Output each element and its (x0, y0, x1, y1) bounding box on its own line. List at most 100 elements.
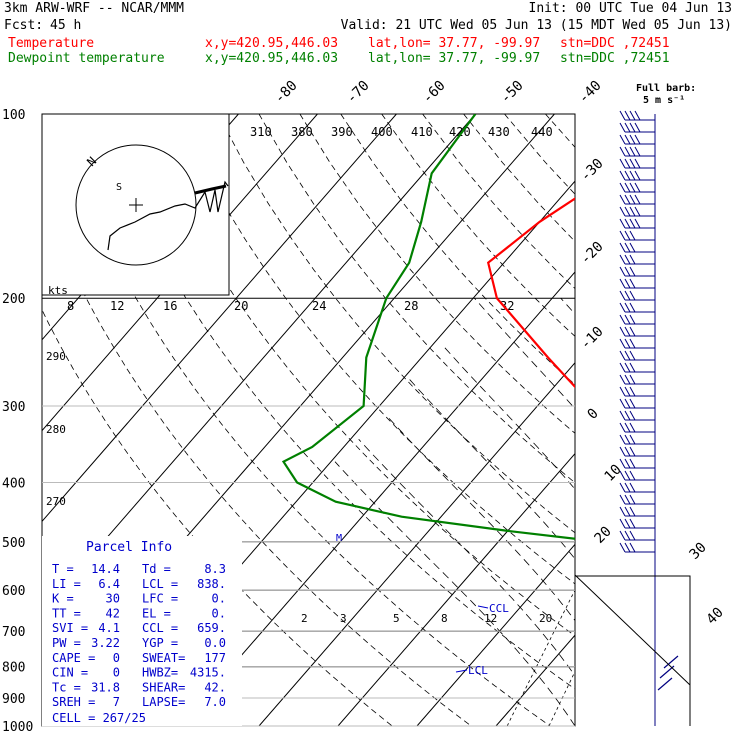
hodograph-axis-label: 8 (67, 299, 74, 313)
wind-barb-flag (619, 218, 626, 229)
wind-barb-flag (624, 410, 631, 421)
pressure-label: 400 (2, 476, 25, 491)
wind-barb-flag (619, 422, 626, 433)
wind-barb-flag (634, 146, 641, 157)
parcel-row-label: SWEAT= (142, 651, 185, 665)
legend-temperature-latlon: lat,lon= 37.77, -99.97 (368, 36, 541, 51)
mixing-ratio-label: 20 (539, 612, 552, 625)
wind-barb-flag (624, 422, 631, 433)
mixing-ratio-label: 2 (301, 612, 308, 625)
pressure-label: 600 (2, 584, 25, 599)
dry-adiabat (299, 114, 575, 434)
moist-adiabat-grid (334, 297, 575, 726)
wind-barb-flag (619, 230, 626, 241)
ccl-tick (477, 605, 489, 609)
hodograph-axis-label: 16 (163, 299, 177, 313)
wind-barb-flag (629, 266, 636, 277)
wind-barb-flag (629, 458, 636, 469)
top-temperature-label: -60 (420, 78, 449, 107)
wind-barb-low (663, 655, 679, 669)
dry-adiabat (586, 114, 740, 726)
side-temperature-label: 40 (704, 605, 727, 628)
wind-barb-flag (619, 326, 626, 337)
parcel-row-value: 30 (106, 592, 120, 606)
theta-label: 410 (411, 125, 433, 139)
legend-dewpoint-station: stn=DDC ,72451 (560, 51, 670, 66)
pressure-label: 200 (2, 292, 25, 307)
parcel-cell: CELL = 267/25 (52, 711, 146, 725)
wind-barb-flag (629, 542, 636, 553)
theta-label: 440 (531, 125, 553, 139)
parcel-row-label: EL = (142, 606, 171, 620)
hodograph-s-label: S (116, 182, 122, 193)
theta-side-label: 280 (46, 423, 66, 436)
parcel-row-label: T = (52, 562, 74, 576)
wind-barb-flag (629, 134, 636, 145)
wind-barb-flag (629, 422, 636, 433)
wind-barb-flag (634, 158, 641, 169)
parcel-row-label: CAPE = (52, 651, 95, 665)
hodograph-barb-mark (194, 184, 227, 195)
wind-barb-flag (624, 254, 631, 265)
wind-barb-flag (624, 170, 631, 181)
parcel-row-value: 42. (204, 680, 226, 694)
theta-label: 380 (291, 125, 313, 139)
wind-barb-flag (619, 542, 626, 553)
wind-barb-flag (619, 290, 626, 301)
wind-barb-flag (624, 458, 631, 469)
parcel-row-value: 31.8 (91, 680, 120, 694)
wind-barb-flag (624, 194, 631, 205)
hodograph-axis-label: 12 (110, 299, 124, 313)
wind-barb-flag (619, 350, 626, 361)
parcel-row-value: 3.22 (91, 636, 120, 650)
parcel-row-label: Tc = (52, 680, 81, 694)
wind-barb-flag (629, 170, 636, 181)
wind-barb-flag (619, 182, 626, 193)
parcel-row-value: 0.0 (204, 636, 226, 650)
wind-barb-flag (624, 146, 631, 157)
isotherm (574, 725, 575, 726)
wind-barb-flag (629, 290, 636, 301)
wind-barb-flag (629, 302, 636, 313)
dry-adiabat (54, 114, 551, 726)
wind-barb-flag (634, 170, 641, 181)
wind-barb-flag (624, 134, 631, 145)
parcel-row-value: 6.4 (98, 577, 120, 591)
wind-barb-flag (624, 266, 631, 277)
hodograph-axis-label: 32 (500, 299, 514, 313)
side-temperature-label: 0 (585, 406, 602, 423)
isotherm (42, 114, 397, 523)
theta-side-label: 290 (46, 350, 66, 363)
wind-barb-flag (629, 362, 636, 373)
parcel-row-label: HWBZ= (142, 666, 178, 680)
wind-barb-flag (619, 374, 626, 385)
wind-barb-flag (624, 242, 631, 253)
wind-barb-flag (624, 182, 631, 193)
hodograph-inset: N S kts (41, 113, 230, 297)
legend-temperature-label: Temperature (8, 36, 95, 51)
mixing-ratio-label: 5 (393, 612, 400, 625)
hodograph-kts-label: kts (48, 284, 68, 297)
lcl-marker: LCL (468, 664, 488, 677)
wind-barb-flag (624, 482, 631, 493)
pressure-label: 900 (2, 692, 25, 707)
pressure-label: 100 (2, 108, 25, 123)
dry-adiabat (709, 114, 740, 726)
wind-barb-flag (619, 482, 626, 493)
dry-adiabat (42, 199, 472, 726)
hodograph-trace (107, 180, 229, 251)
wind-barb-flag (634, 134, 641, 145)
parcel-row-value: 0 (113, 651, 120, 665)
dry-adiabat (94, 114, 575, 690)
init-time: Init: 00 UTC Tue 04 Jun 13 (528, 1, 733, 16)
full-barb-label: Full barb: (636, 83, 696, 94)
wind-barb-flag (619, 254, 626, 265)
side-temperature-label: -20 (578, 239, 607, 268)
parcel-row-value: 8.3 (204, 562, 226, 576)
hodograph-axis-label: 28 (404, 299, 418, 313)
wind-barb-flag (629, 518, 636, 529)
temperature-profile (486, 197, 575, 389)
wind-barb-flag (629, 506, 636, 517)
mixing-ratio-label: 12 (484, 612, 497, 625)
wind-barbs (619, 110, 679, 691)
